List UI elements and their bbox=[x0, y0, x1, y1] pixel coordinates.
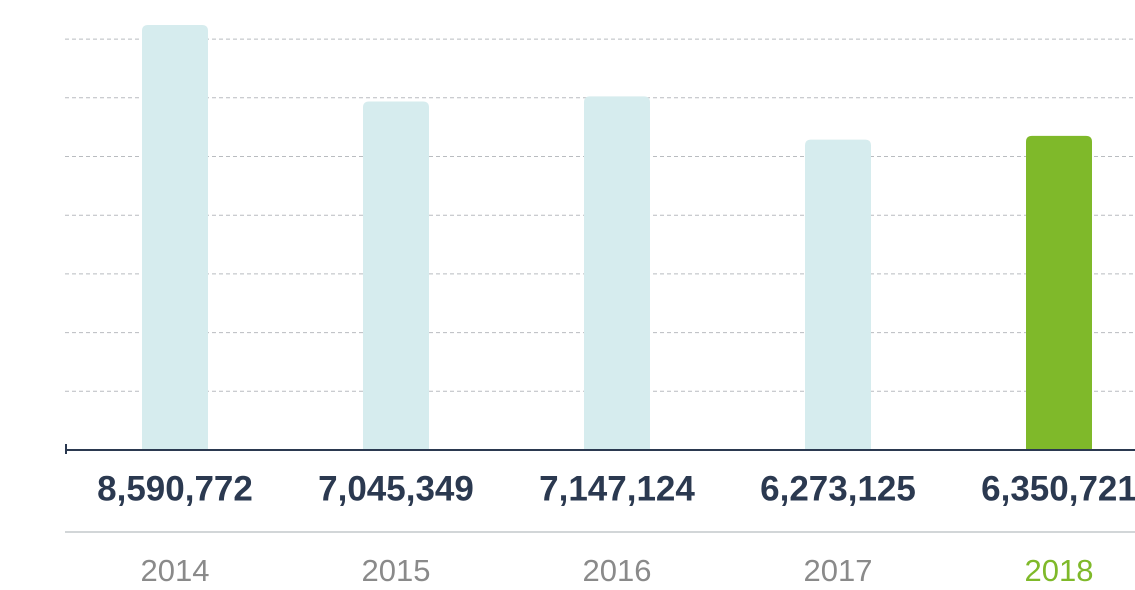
x-tick-label: 2016 bbox=[583, 553, 652, 588]
value-label: 6,350,721 bbox=[981, 469, 1135, 508]
value-label: 8,590,772 bbox=[97, 469, 253, 508]
bar bbox=[142, 25, 208, 450]
bar bbox=[1026, 135, 1092, 451]
bar bbox=[805, 139, 871, 451]
x-tick-label: 2014 bbox=[141, 553, 210, 588]
x-tick-label: 2015 bbox=[362, 553, 431, 588]
value-label: 6,273,125 bbox=[760, 469, 916, 508]
bar bbox=[584, 96, 650, 450]
bar bbox=[363, 101, 429, 451]
value-label: 7,045,349 bbox=[318, 469, 474, 508]
value-label: 7,147,124 bbox=[539, 469, 695, 508]
x-tick-label: 2017 bbox=[804, 553, 873, 588]
x-tick-label: 2018 bbox=[1025, 553, 1094, 588]
